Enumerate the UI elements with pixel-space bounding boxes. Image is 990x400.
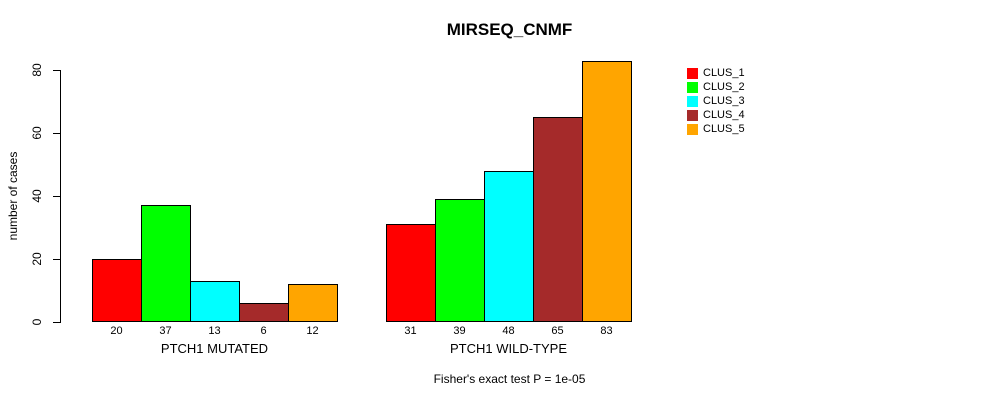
footnote-text: Fisher's exact test P = 1e-05 <box>433 372 586 386</box>
legend-color-swatch <box>687 109 698 121</box>
bar <box>239 303 289 322</box>
y-tick-label: 60 <box>30 126 44 140</box>
bar-value-label: 31 <box>404 325 417 337</box>
bar <box>533 117 583 322</box>
bar <box>92 259 142 322</box>
bar <box>484 171 534 322</box>
legend-entry: CLUS_5 <box>687 122 745 136</box>
bar-value-label: 65 <box>551 325 564 337</box>
x-category-label: PTCH1 MUTATED <box>160 341 269 356</box>
bar <box>386 224 436 322</box>
y-tick-mark <box>53 133 60 134</box>
y-tick-label: 0 <box>30 318 44 326</box>
legend-entry: CLUS_1 <box>687 66 745 80</box>
bar <box>141 205 191 322</box>
y-tick-label: 80 <box>30 63 44 77</box>
bar-value-label: 20 <box>110 325 123 337</box>
y-tick-mark <box>53 322 60 323</box>
bar <box>582 61 632 322</box>
legend-entry-label: CLUS_2 <box>703 81 745 93</box>
legend-entry: CLUS_2 <box>687 80 745 94</box>
chart-title: MIRSEQ_CNMF <box>446 20 573 39</box>
y-tick-mark <box>53 70 60 71</box>
y-axis-label: number of cases <box>6 151 20 241</box>
legend-entry-label: CLUS_5 <box>703 123 745 135</box>
legend-entry: CLUS_4 <box>687 108 745 122</box>
legend-color-swatch <box>687 123 698 135</box>
y-axis-line <box>60 70 61 323</box>
legend-color-swatch <box>687 81 698 93</box>
bar-value-label: 37 <box>159 325 172 337</box>
bar-value-label: 13 <box>208 325 221 337</box>
legend-entry: CLUS_3 <box>687 94 745 108</box>
y-tick-mark <box>53 259 60 260</box>
y-tick-mark <box>53 196 60 197</box>
legend-color-swatch <box>687 67 698 79</box>
bar-value-label: 83 <box>600 325 613 337</box>
bar-value-label: 12 <box>306 325 319 337</box>
legend-color-swatch <box>687 95 698 107</box>
legend-entry-label: CLUS_3 <box>703 95 745 107</box>
bar-value-label: 39 <box>453 325 466 337</box>
bar-value-label: 6 <box>260 325 267 337</box>
legend-entry-label: CLUS_1 <box>703 67 745 79</box>
y-tick-label: 20 <box>30 252 44 266</box>
bar-value-label: 48 <box>502 325 515 337</box>
y-tick-label: 40 <box>30 189 44 203</box>
bar <box>190 281 240 322</box>
legend-entry-label: CLUS_4 <box>703 109 745 121</box>
x-category-label: PTCH1 WILD-TYPE <box>449 341 567 356</box>
legend: CLUS_1 CLUS_2 CLUS_3 CLUS_4 CLUS_5 <box>687 66 745 136</box>
bar <box>288 284 338 322</box>
bar <box>435 199 485 322</box>
